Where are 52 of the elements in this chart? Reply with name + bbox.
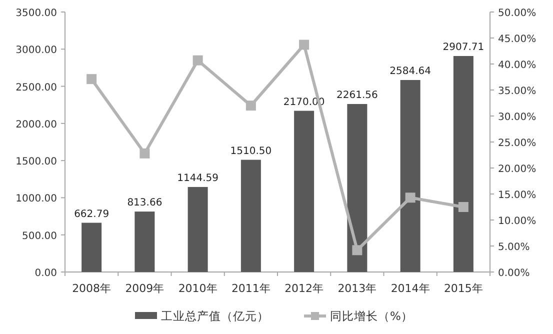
point [192, 55, 203, 66]
y2-tick-label: 50.00% [498, 8, 536, 19]
y-tick-label: 0.00 [34, 268, 57, 279]
data-label: 1144.59 [177, 172, 218, 184]
y-tick-label: 1000.00 [16, 194, 57, 205]
x-tick-label: 2008年 [72, 282, 112, 295]
y2-tick-label: 15.00% [498, 190, 536, 201]
y-tick-label: 500.00 [22, 230, 57, 242]
x-tick-label: 2014年 [390, 282, 430, 295]
x-tick-label: 2009年 [125, 282, 164, 295]
y-tick-label: 3500.00 [16, 8, 57, 19]
data-label: 1510.50 [230, 146, 272, 157]
point [352, 245, 362, 256]
bar [134, 212, 155, 272]
y2-tick-label: 25.00% [498, 138, 536, 149]
bar [294, 110, 314, 272]
point [458, 202, 468, 212]
bar [347, 104, 368, 272]
bar [240, 160, 261, 272]
x-tick-label: 2012年 [284, 282, 324, 295]
y2-tick-label: 30.00% [498, 112, 536, 123]
y-tick-label: 2000.00 [16, 119, 57, 130]
y-tick-label: 1500.00 [16, 156, 57, 168]
data-label: 2261.56 [336, 90, 378, 101]
y2-tick-label: 35.00% [498, 86, 536, 97]
y2-tick-label: 5.00% [498, 242, 530, 253]
x-tick-label: 2011年 [231, 282, 270, 295]
y2-tick-label: 20.00% [498, 164, 536, 175]
x-tick-label: 2010年 [178, 282, 218, 295]
bar [453, 56, 474, 272]
y2-tick-label: 10.00% [498, 216, 536, 227]
y-tick-label: 2500.00 [16, 82, 57, 94]
y-tick-label: 3000.00 [16, 45, 57, 56]
x-tick-label: 2015年 [444, 282, 483, 295]
point [140, 148, 150, 158]
data-label: 2584.64 [390, 66, 431, 77]
bar [82, 222, 102, 272]
point [86, 74, 97, 84]
y2-tick-label: 0.00% [498, 268, 530, 279]
data-label: 2907.71 [442, 42, 484, 53]
x-tick-label: 2013年 [338, 282, 377, 295]
legend-label: 工业总产值（亿元） [161, 309, 269, 323]
point [405, 192, 416, 203]
bar [188, 186, 208, 272]
data-label: 813.66 [127, 198, 162, 209]
data-label: 662.79 [74, 208, 110, 220]
y2-tick-label: 40.00% [498, 60, 536, 71]
bar [400, 80, 420, 272]
y2-tick-label: 45.00% [498, 34, 536, 45]
legend-label: 同比增长（%） [330, 309, 413, 323]
point [246, 100, 256, 111]
point [299, 40, 310, 50]
